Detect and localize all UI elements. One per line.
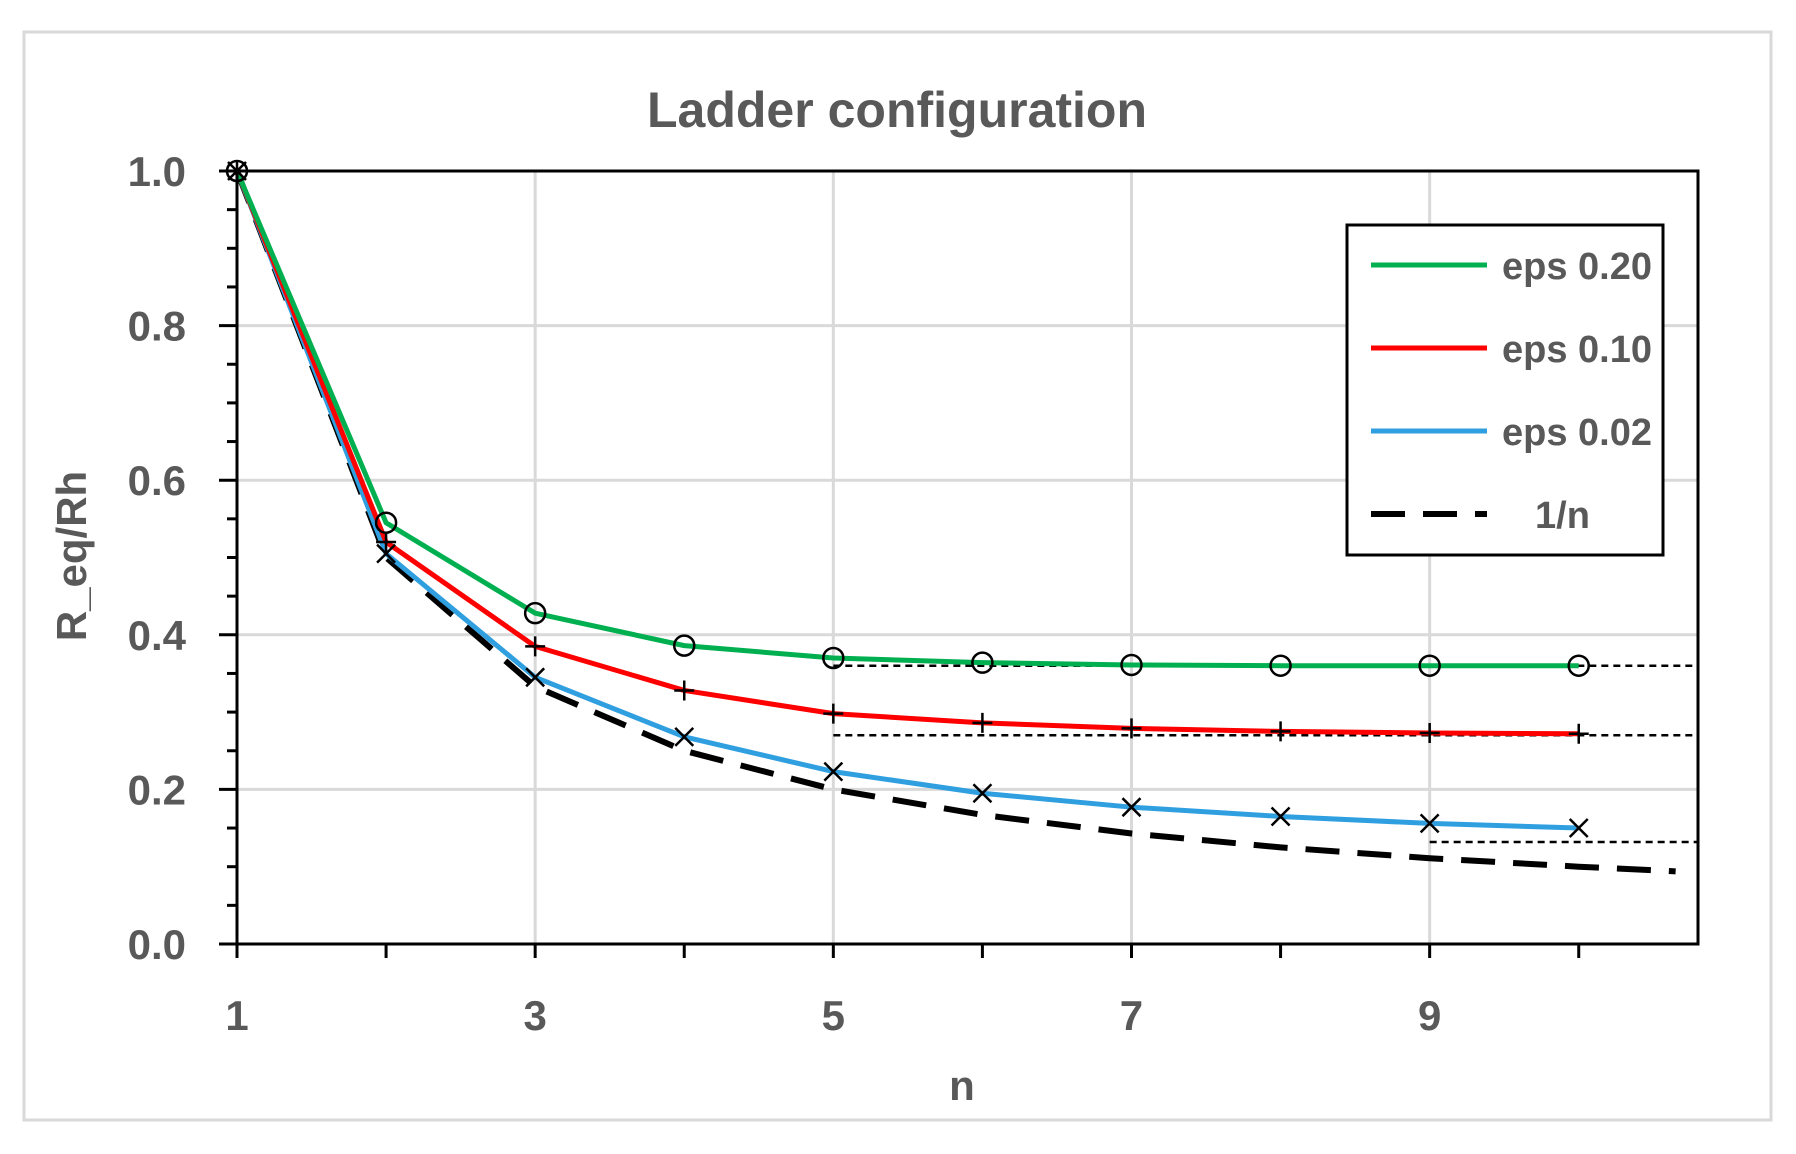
x-axis-label: n	[949, 1062, 975, 1109]
data-point-marker	[1270, 806, 1291, 827]
data-point-marker	[823, 761, 844, 782]
y-tick-label: 0.2	[128, 766, 186, 813]
data-point-marker	[822, 646, 845, 670]
y-tick-label: 0.8	[128, 303, 186, 350]
chart-frame	[22, 30, 1773, 1122]
series-line	[234, 170, 1579, 737]
data-point-marker	[1419, 813, 1440, 834]
data-point-marker	[1568, 723, 1589, 744]
legend-label: eps 0.10	[1502, 329, 1652, 371]
legend-box	[1345, 223, 1665, 557]
data-point-marker	[674, 680, 695, 701]
data-point-marker	[1567, 654, 1590, 677]
x-tick-label: 3	[523, 992, 546, 1039]
x-tick-label: 1	[225, 992, 248, 1039]
data-point-marker	[972, 712, 993, 733]
data-point-marker	[376, 532, 397, 553]
legend-label: eps 0.02	[1502, 412, 1652, 454]
legend-label: 1/n	[1535, 495, 1590, 537]
data-point-marker	[1269, 654, 1292, 677]
data-point-marker	[972, 783, 993, 804]
y-tick-label: 1.0	[128, 148, 186, 195]
data-point-marker	[376, 543, 396, 564]
legend-label: eps 0.20	[1502, 246, 1652, 288]
x-tick-label: 5	[822, 992, 845, 1039]
data-point-marker	[1121, 718, 1142, 739]
data-point-marker	[1418, 654, 1441, 677]
data-point-marker	[672, 634, 696, 657]
x-tick-label: 7	[1120, 992, 1143, 1039]
series-line	[234, 169, 1676, 875]
chart-title: Ladder configuration	[647, 82, 1147, 138]
data-point-marker	[1120, 653, 1143, 677]
y-tick-label: 0.6	[128, 457, 186, 504]
series-layer	[225, 159, 1676, 875]
data-point-marker	[1419, 722, 1440, 743]
data-point-marker	[525, 636, 546, 657]
legend: eps 0.20 eps 0.10 eps 0.02 1/n	[1345, 223, 1665, 557]
y-tick-label: 0.0	[128, 921, 186, 968]
data-point-marker	[971, 651, 994, 674]
x-tick-label: 9	[1418, 992, 1441, 1039]
data-point-marker	[674, 726, 695, 747]
data-point-marker	[1121, 797, 1142, 818]
data-point-marker	[1568, 818, 1589, 838]
y-axis-label: R_eq/Rh	[48, 471, 95, 641]
data-point-marker	[1270, 721, 1291, 742]
y-tick-label: 0.4	[128, 612, 187, 659]
axis-layer: 1 3 5 7 9 0.0 0.2 0.4 0.6 0.8 1.0	[128, 148, 1700, 1039]
series-line	[234, 170, 1579, 669]
data-point-marker	[523, 601, 547, 625]
data-point-marker	[525, 667, 546, 688]
data-point-marker	[823, 703, 844, 724]
series-line	[234, 170, 1579, 831]
